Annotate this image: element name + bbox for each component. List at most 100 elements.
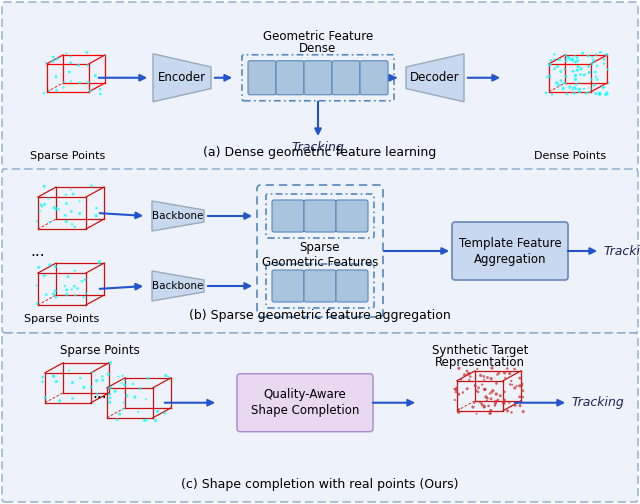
Point: [515, 402, 525, 410]
Point: [97, 376, 108, 384]
Point: [456, 375, 466, 383]
Point: [562, 90, 572, 98]
FancyBboxPatch shape: [304, 270, 336, 302]
Point: [583, 52, 593, 60]
Point: [451, 388, 461, 396]
Point: [35, 207, 45, 215]
Point: [465, 372, 476, 381]
Point: [160, 409, 170, 417]
Point: [38, 373, 48, 381]
Point: [579, 71, 589, 79]
Point: [54, 397, 65, 405]
Point: [603, 66, 613, 74]
Point: [103, 370, 113, 378]
Text: Backbone: Backbone: [152, 281, 204, 291]
Point: [59, 78, 69, 86]
Point: [482, 397, 492, 405]
Point: [81, 289, 91, 297]
Point: [604, 79, 614, 87]
Point: [515, 393, 525, 401]
Point: [105, 394, 115, 402]
Point: [110, 387, 120, 395]
Point: [67, 208, 77, 216]
Polygon shape: [406, 54, 464, 102]
Text: Sparse Points: Sparse Points: [24, 314, 100, 324]
Point: [510, 402, 520, 410]
FancyBboxPatch shape: [2, 2, 638, 170]
Point: [122, 392, 132, 400]
FancyBboxPatch shape: [2, 169, 638, 333]
Point: [87, 368, 97, 376]
Text: Template Feature
Aggregation: Template Feature Aggregation: [459, 236, 561, 266]
Point: [130, 393, 140, 401]
Point: [552, 62, 563, 71]
Point: [61, 191, 71, 199]
Point: [588, 58, 598, 66]
Point: [571, 85, 581, 93]
Point: [567, 54, 577, 62]
Point: [486, 395, 496, 403]
Text: Tracking: Tracking: [571, 396, 624, 409]
Point: [49, 373, 60, 381]
Point: [574, 85, 584, 93]
Point: [482, 394, 492, 402]
Text: Sparse
Geometric Features: Sparse Geometric Features: [262, 240, 378, 270]
Point: [51, 263, 61, 271]
Point: [564, 54, 575, 62]
Point: [584, 69, 595, 77]
Point: [40, 58, 51, 67]
Point: [518, 393, 528, 401]
FancyBboxPatch shape: [336, 200, 368, 232]
Text: Representation: Representation: [435, 356, 525, 369]
Point: [579, 85, 589, 93]
Point: [499, 396, 509, 404]
Point: [141, 395, 151, 403]
Polygon shape: [152, 271, 204, 301]
Point: [74, 197, 84, 205]
Point: [65, 58, 76, 67]
Point: [54, 206, 64, 214]
Point: [487, 364, 497, 372]
FancyBboxPatch shape: [304, 61, 332, 95]
Point: [544, 61, 554, 69]
Point: [72, 284, 83, 292]
Point: [473, 388, 483, 396]
Point: [472, 410, 482, 418]
Point: [51, 205, 61, 213]
Point: [36, 201, 46, 209]
Point: [465, 369, 475, 377]
Point: [61, 286, 72, 294]
Point: [464, 370, 474, 378]
Point: [476, 400, 486, 408]
Point: [39, 182, 49, 191]
Point: [471, 387, 481, 395]
Point: [140, 417, 150, 425]
Point: [491, 399, 501, 407]
Point: [591, 73, 601, 81]
Text: Decoder: Decoder: [410, 71, 460, 84]
Point: [133, 408, 143, 416]
Point: [587, 60, 597, 68]
Point: [598, 83, 608, 91]
Point: [118, 405, 128, 413]
Point: [552, 79, 562, 87]
Point: [45, 87, 55, 95]
Point: [492, 380, 502, 388]
Point: [518, 407, 529, 415]
Point: [541, 89, 551, 97]
Point: [91, 212, 101, 220]
Point: [64, 68, 74, 76]
Point: [115, 410, 125, 418]
FancyBboxPatch shape: [332, 61, 360, 95]
Point: [560, 79, 570, 87]
Text: (c) Shape completion with real points (Ours): (c) Shape completion with real points (O…: [181, 478, 459, 491]
Point: [454, 390, 464, 398]
Point: [545, 73, 556, 81]
Point: [118, 371, 128, 380]
Point: [559, 79, 569, 87]
Point: [595, 48, 605, 56]
Point: [488, 387, 498, 395]
Point: [61, 290, 72, 298]
Point: [517, 380, 527, 388]
Point: [592, 62, 602, 70]
